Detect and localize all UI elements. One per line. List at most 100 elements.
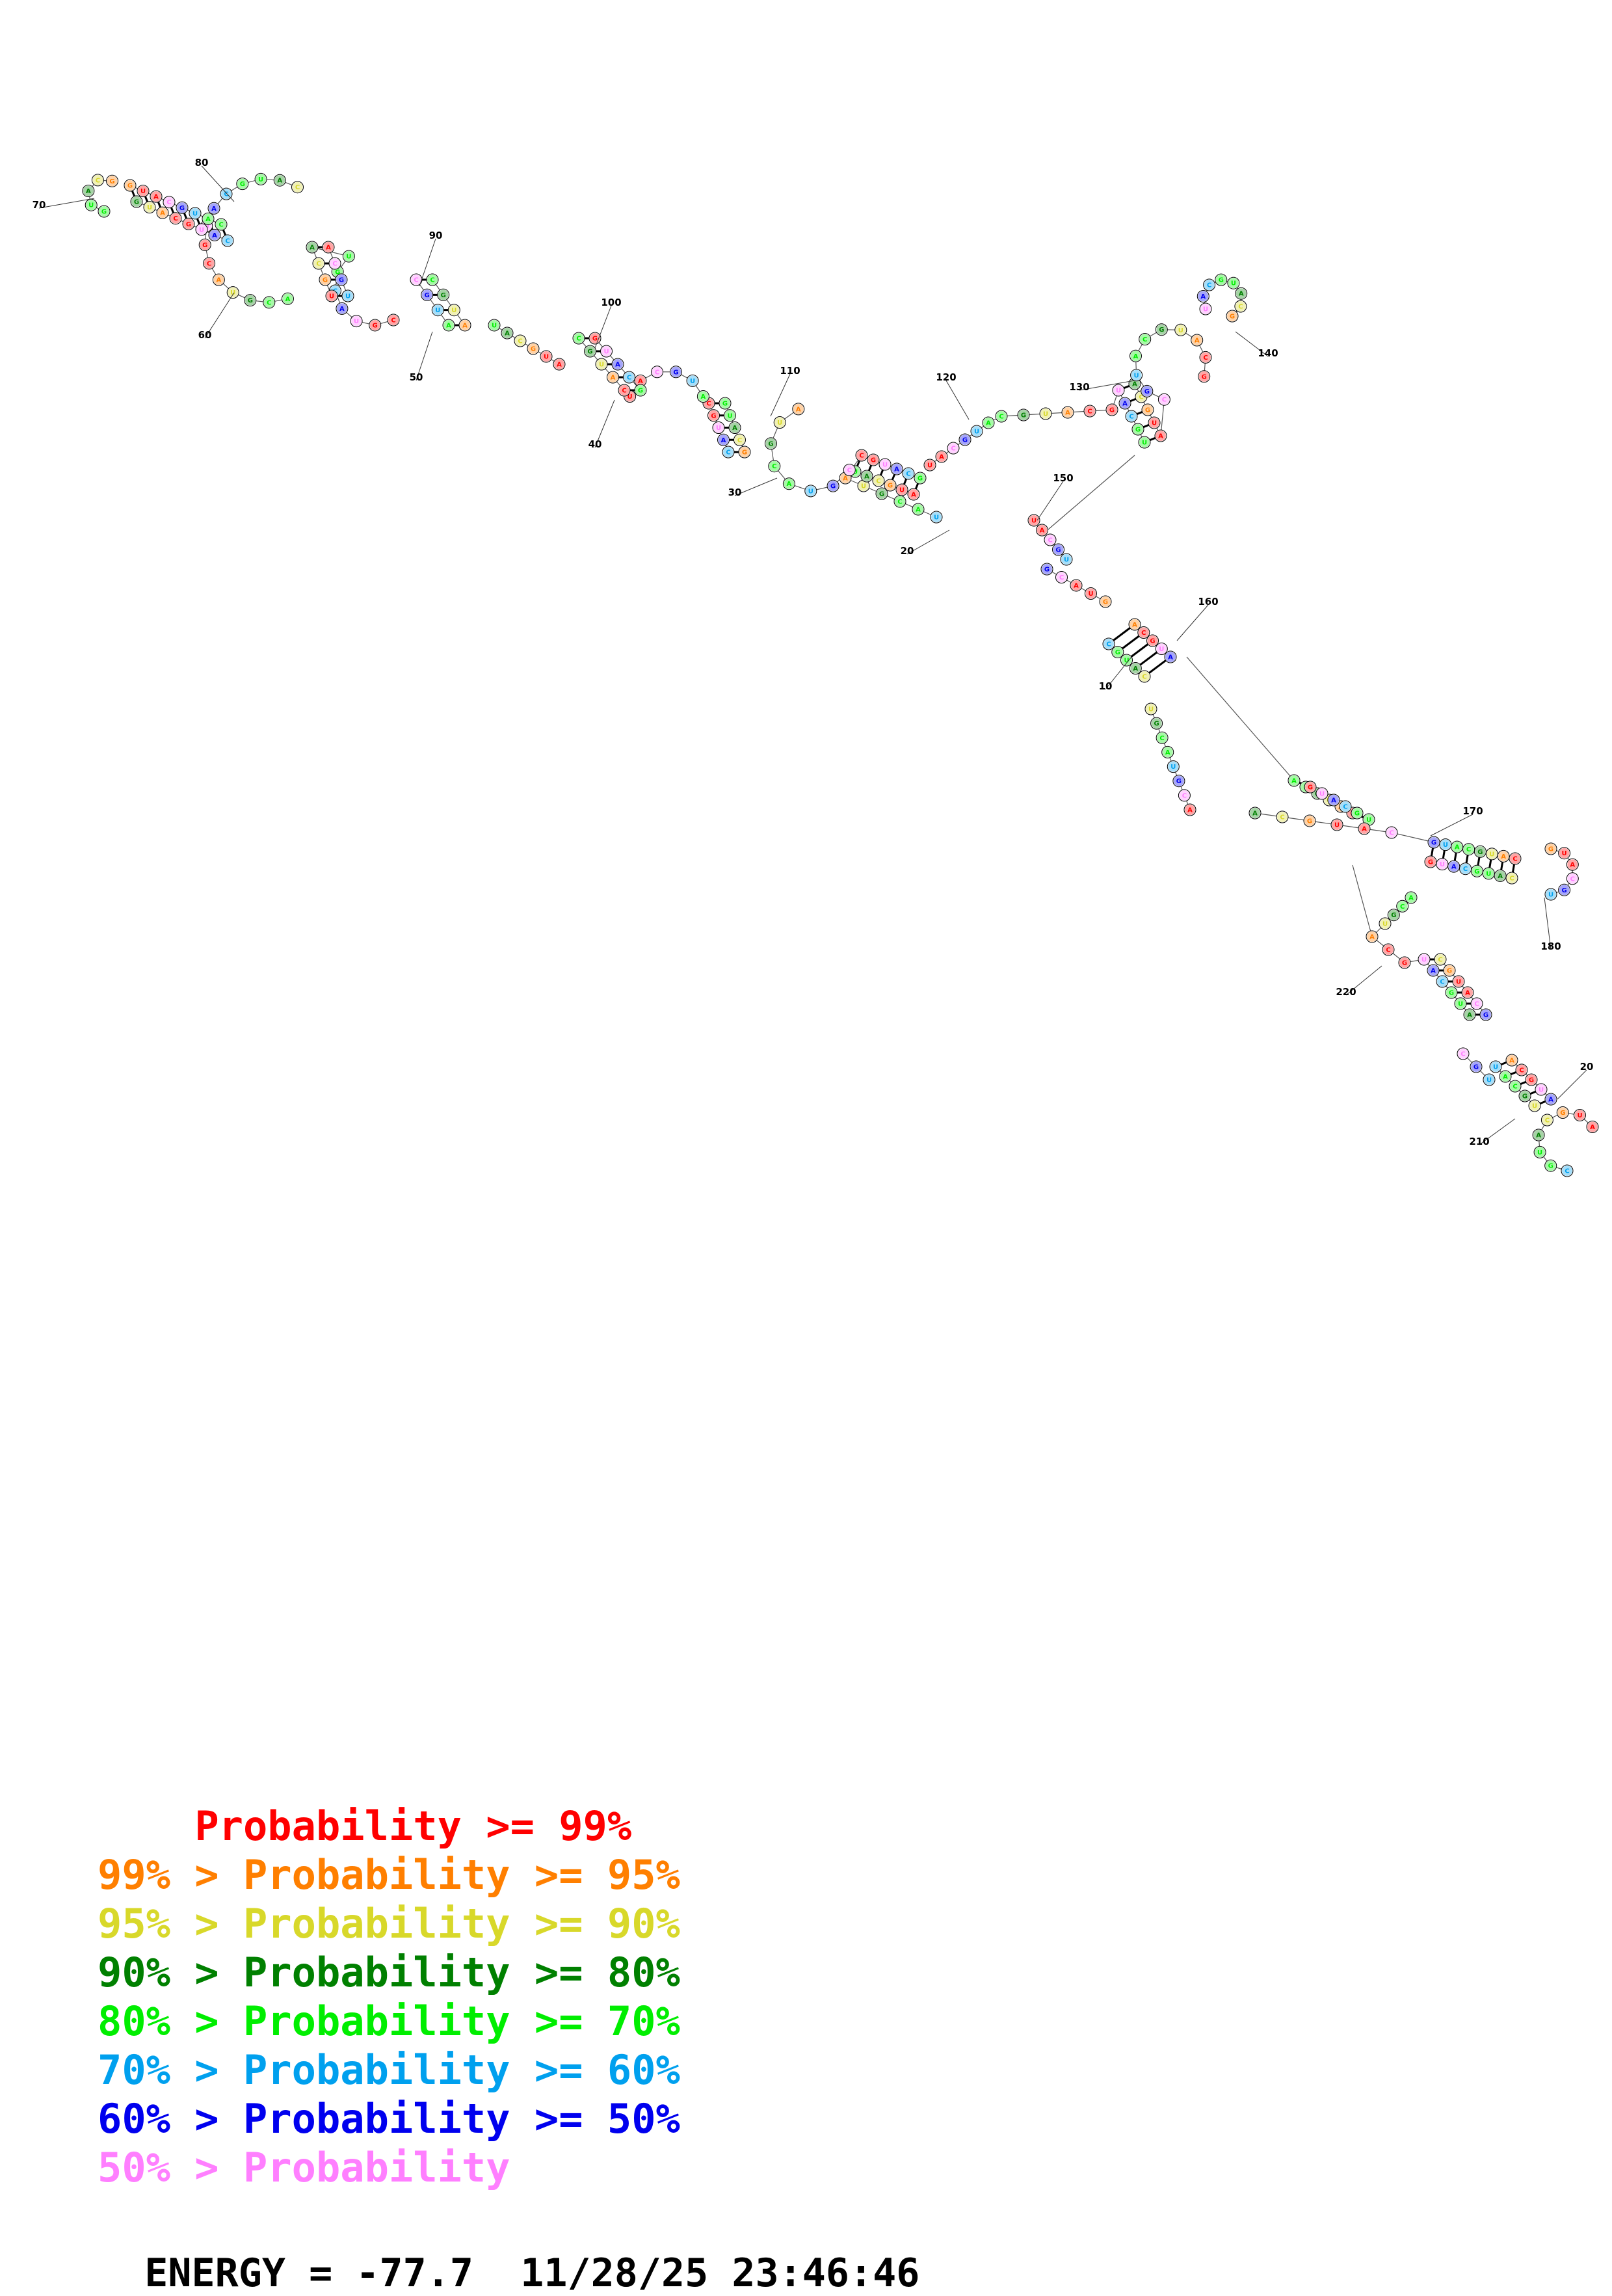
svg-text:A: A: [1200, 293, 1206, 300]
svg-text:C: C: [1460, 1051, 1465, 1058]
svg-text:A: A: [557, 362, 562, 369]
position-label: 10: [1099, 680, 1113, 692]
svg-text:U: U: [1116, 388, 1121, 395]
svg-text:G: G: [1431, 840, 1436, 847]
position-tick: 180: [1540, 897, 1561, 952]
nucleotide: G: [875, 487, 888, 500]
position-tick: 10: [1099, 656, 1132, 692]
nucleotide: C: [722, 446, 735, 459]
nucleotide: C: [902, 467, 915, 480]
svg-text:A: A: [339, 306, 345, 313]
svg-text:U: U: [1148, 706, 1154, 714]
svg-text:U: U: [727, 412, 732, 420]
svg-text:G: G: [101, 209, 107, 216]
svg-text:G: G: [1447, 968, 1452, 975]
nucleotide: U: [1138, 436, 1151, 449]
nucleotide: G: [369, 319, 382, 332]
svg-text:C: C: [391, 317, 395, 325]
nucleotide: U: [254, 172, 267, 185]
svg-text:G: G: [1474, 868, 1479, 875]
nucleotide: A: [782, 477, 795, 490]
svg-text:A: A: [1132, 381, 1137, 388]
nucleotide: G: [1443, 964, 1456, 977]
svg-text:A: A: [939, 454, 944, 461]
nucleotide: A: [1463, 1008, 1476, 1021]
nucleotide: G: [1226, 310, 1239, 323]
svg-text:A: A: [1122, 401, 1128, 408]
nucleotide: U: [1533, 1145, 1546, 1158]
nucleotide: C: [1125, 410, 1138, 423]
nucleotide: G: [1398, 956, 1411, 969]
nucleotide: A: [1129, 662, 1142, 674]
nucleotide: A: [1196, 290, 1209, 302]
nucleotide: U: [1482, 867, 1495, 880]
nucleotide: G: [1198, 370, 1211, 383]
legend-middle: Probability: [243, 2095, 510, 2142]
svg-text:G: G: [879, 491, 884, 498]
svg-text:G: G: [1219, 277, 1224, 284]
svg-text:U: U: [1319, 791, 1325, 798]
svg-text:U: U: [1421, 957, 1427, 964]
legend-suffix: >= 60%: [510, 2046, 680, 2094]
nucleotide: A: [1544, 1093, 1557, 1106]
nucleotide: A: [1358, 822, 1371, 835]
nucleotide: C: [1566, 872, 1579, 885]
position-label: 30: [728, 487, 742, 498]
svg-text:G: G: [1159, 327, 1164, 334]
nucleotide: C: [426, 273, 439, 286]
nucleotide: U: [1120, 654, 1133, 667]
svg-text:G: G: [240, 181, 245, 188]
svg-text:A: A: [1239, 291, 1244, 298]
svg-text:U: U: [927, 462, 932, 470]
nucleotide: A: [1497, 849, 1510, 862]
nucleotide: C: [263, 296, 276, 309]
svg-text:U: U: [716, 425, 721, 432]
svg-text:C: C: [1440, 979, 1444, 986]
svg-text:U: U: [1170, 764, 1176, 771]
svg-text:A: A: [1291, 778, 1297, 785]
nucleotide: C: [1137, 626, 1150, 639]
nucleotide: G: [198, 238, 211, 251]
legend-suffix: >= 99%: [461, 1802, 632, 1850]
nucleotide: G: [1099, 595, 1112, 608]
nucleotide: C: [328, 257, 341, 270]
nucleotide: A: [1566, 858, 1579, 871]
nucleotide: G: [1470, 1060, 1483, 1073]
svg-text:C: C: [166, 199, 171, 206]
svg-text:C: C: [1143, 336, 1147, 343]
nucleotide: A: [1061, 406, 1074, 419]
svg-text:C: C: [1280, 814, 1284, 821]
nucleotide: U: [1227, 276, 1240, 289]
position-tick: 140: [1235, 331, 1278, 359]
svg-text:U: U: [861, 483, 866, 490]
nucleotide: A: [336, 302, 349, 315]
nucleotide: C: [1470, 997, 1483, 1010]
svg-text:U: U: [1178, 327, 1183, 334]
nucleotide: G: [1473, 845, 1486, 858]
nucleotide: U: [1112, 384, 1125, 397]
nucleotide: C: [203, 257, 216, 270]
nucleotide: C: [1157, 393, 1170, 406]
svg-text:U: U: [140, 188, 146, 195]
svg-text:G: G: [134, 199, 139, 206]
svg-text:G: G: [109, 178, 114, 185]
position-label: 150: [1053, 472, 1073, 484]
nucleotide: G: [244, 294, 257, 307]
svg-text:G: G: [373, 323, 378, 330]
nucleotide: G: [1131, 423, 1144, 436]
svg-text:U: U: [258, 176, 263, 183]
nucleotide: U: [1439, 838, 1452, 851]
position-label: 210: [1469, 1136, 1489, 1147]
svg-text:A: A: [205, 216, 211, 223]
nucleotide: G: [1146, 634, 1159, 647]
svg-text:A: A: [1408, 895, 1414, 902]
nucleotide: C: [1156, 731, 1169, 744]
svg-text:G: G: [742, 449, 747, 457]
nucleotide: A: [1036, 524, 1048, 537]
nucleotide: G: [124, 179, 137, 192]
svg-text:U: U: [147, 204, 152, 211]
legend-middle: Probability: [243, 1997, 510, 2045]
nucleotide: U: [189, 207, 202, 220]
base-pair-lines: [129, 185, 1552, 1107]
svg-text:C: C: [1545, 1117, 1550, 1125]
